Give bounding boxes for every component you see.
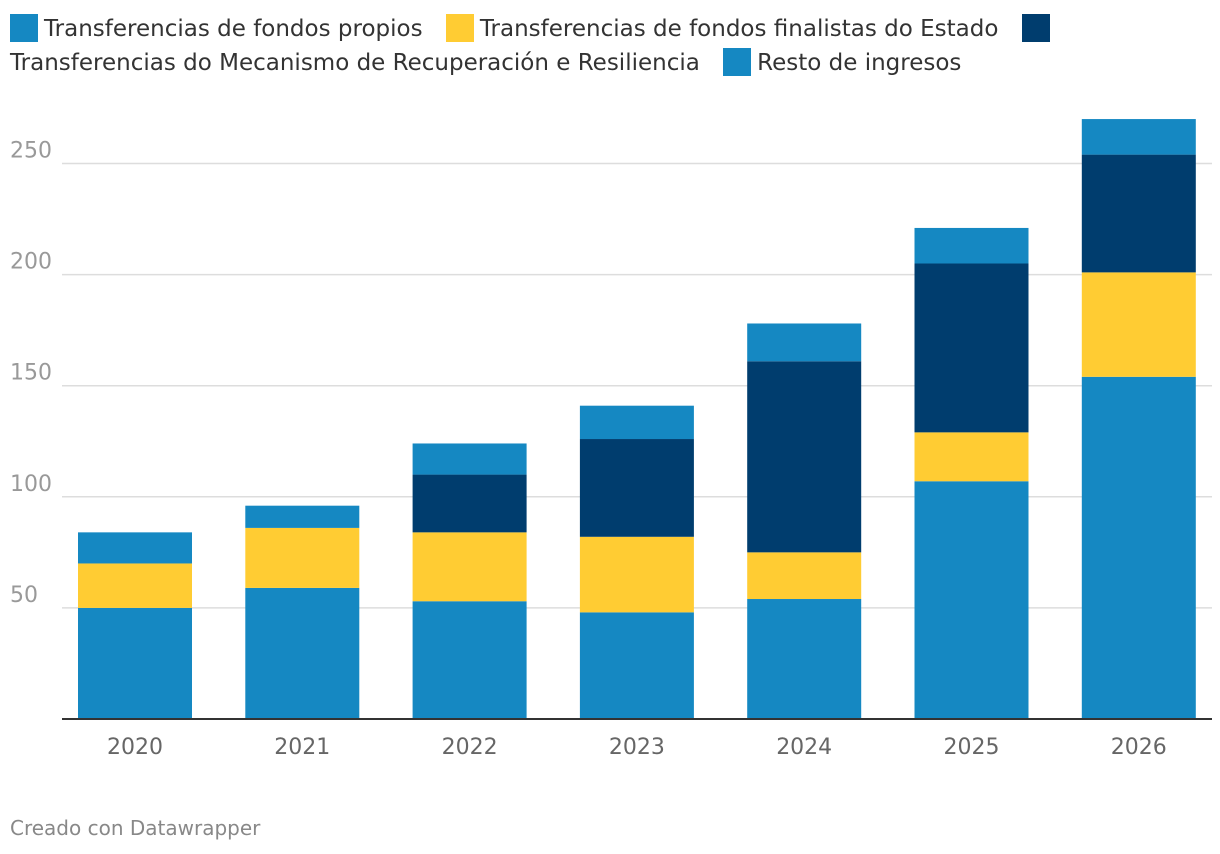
y-tick-label: 200 — [10, 250, 52, 275]
legend-item-4: Resto de ingresos — [723, 48, 962, 76]
bar-2024-series-3 — [747, 361, 862, 553]
bar-2020-series-4 — [78, 532, 192, 564]
legend-swatch — [723, 48, 752, 76]
bar-2024-series-2 — [747, 552, 862, 600]
bar-2025-series-4 — [914, 227, 1029, 264]
bar-2024-series-1 — [747, 599, 862, 719]
bar-2023-series-2 — [579, 536, 694, 613]
bar-2023-series-1 — [579, 612, 694, 719]
bar-2020-series-2 — [78, 563, 192, 608]
legend-label: Resto de ingresos — [757, 50, 962, 76]
legend-swatch — [10, 14, 38, 42]
y-tick-label: 50 — [10, 583, 38, 608]
chart-legend: Transferencias de fondos propios Transfe… — [10, 12, 1210, 80]
bar-2026-series-1 — [1081, 376, 1196, 719]
x-tick-label-2023: 2023 — [609, 735, 665, 760]
bar-2022-series-3 — [412, 474, 527, 533]
bar-2026-series-2 — [1081, 272, 1196, 377]
bars — [78, 119, 1196, 719]
bar-2025-series-3 — [914, 263, 1029, 433]
y-tick-label: 250 — [10, 139, 52, 164]
legend-label: Transferencias do Mecanismo de Recuperac… — [10, 50, 700, 76]
bar-2026-series-4 — [1081, 119, 1196, 155]
x-tick-label-2020: 2020 — [107, 735, 163, 760]
bar-2023-series-3 — [579, 439, 694, 537]
y-tick-label: 150 — [10, 361, 52, 386]
bar-2020-series-1 — [78, 607, 192, 719]
legend-item-3: Transferencias do Mecanismo de Recuperac… — [10, 14, 1056, 76]
bar-2021-series-2 — [245, 527, 360, 588]
legend-swatch — [1021, 14, 1050, 42]
bar-2021-series-1 — [245, 587, 360, 719]
bar-2022-series-4 — [412, 443, 527, 475]
bar-2025-series-1 — [914, 481, 1029, 719]
bar-2022-series-1 — [412, 601, 527, 719]
legend-swatch — [445, 14, 474, 42]
x-axis-labels: 2020 2021 2022 2023 2024 2025 2026 — [107, 735, 1167, 760]
bar-2023-series-4 — [579, 405, 694, 440]
footer-credit: Creado con Datawrapper — [10, 816, 261, 840]
legend-item-2: Transferencias de fondos finalistas do E… — [445, 14, 999, 42]
legend-label: Transferencias de fondos propios — [44, 16, 423, 42]
bar-2025-series-2 — [914, 432, 1029, 482]
x-tick-label-2021: 2021 — [274, 735, 330, 760]
legend-item-1: Transferencias de fondos propios — [10, 14, 423, 42]
bar-2022-series-2 — [412, 532, 527, 602]
x-tick-label-2022: 2022 — [442, 735, 498, 760]
bar-2026-series-3 — [1081, 154, 1196, 273]
legend-label: Transferencias de fondos finalistas do E… — [479, 16, 999, 42]
x-tick-label-2024: 2024 — [776, 735, 832, 760]
bar-2024-series-4 — [747, 323, 862, 362]
x-tick-label-2025: 2025 — [944, 735, 1000, 760]
y-tick-label: 100 — [10, 472, 52, 497]
x-tick-label-2026: 2026 — [1111, 735, 1167, 760]
bar-2021-series-4 — [245, 505, 360, 528]
